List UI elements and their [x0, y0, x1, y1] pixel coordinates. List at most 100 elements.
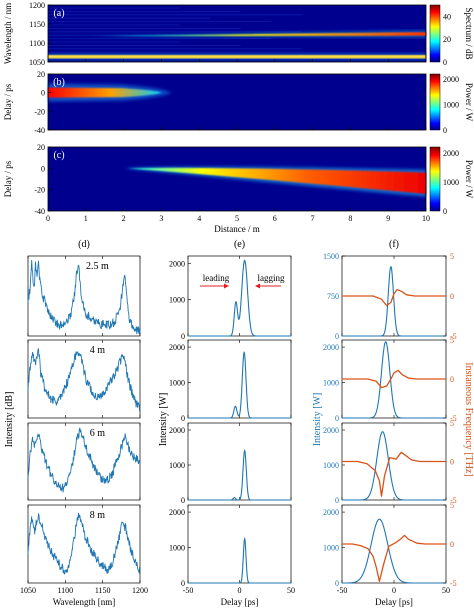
x-tick-label: 50 — [442, 586, 450, 595]
x-tick-label: 0 — [392, 586, 396, 595]
y-tick-label: 1000 — [169, 379, 185, 388]
distance-tick-label: 3 — [159, 214, 163, 223]
intensity-line — [342, 518, 446, 584]
y-tick-label: 2000 — [169, 259, 185, 268]
lineplot-panel: 0 1000 2000 — [169, 422, 292, 505]
y-tick-label: 20 — [37, 70, 45, 79]
frequency-line — [342, 534, 446, 583]
frequency-line — [342, 369, 446, 389]
y-tick-label: 2000 — [169, 426, 185, 435]
y-tick-label: 2000 — [323, 343, 339, 352]
bottom-lineplot-area: 2.5 m 4 m 6 m 8 m 1050 1100 1150 1200 Wavelength… — [4, 239, 474, 607]
frequency-line — [342, 451, 446, 497]
plot-frame — [187, 339, 292, 419]
lineplot-column-3: 07501500-505010002000-505010002000-50501… — [323, 239, 457, 607]
distance-label: 4 m — [90, 345, 106, 356]
stokes-pulse — [127, 167, 426, 194]
panel-tag: (b) — [53, 77, 65, 88]
y-tick-label: 0 — [181, 496, 185, 505]
pump-line — [48, 54, 426, 59]
x-tick-label: 1100 — [57, 586, 73, 595]
y-tick-label: 0 — [181, 579, 185, 588]
y-right-tick-label: -5 — [450, 332, 457, 341]
lagging-annotation: lagging — [258, 273, 285, 283]
y-axis-label: Delay / ps — [3, 160, 13, 197]
y-tick-label: 0 — [335, 414, 339, 423]
panel-tag: (e) — [234, 239, 245, 250]
intensity-line — [188, 259, 291, 337]
colorbar — [429, 73, 441, 131]
lineplot-panel: 0 1000 2000 — [169, 339, 292, 423]
intensity-line — [342, 265, 446, 337]
lineplot-panel: 0 1000 2000 -5 0 5 — [323, 501, 457, 588]
lineplot-panel: 4 m — [27, 339, 141, 419]
y-tick-label: 0 — [181, 414, 185, 423]
colorbar-tick-label: 0 — [443, 207, 447, 216]
y-tick-label: 1000 — [169, 461, 185, 470]
panel-tag: (d) — [78, 239, 90, 250]
lineplot-column-2: 0 1000 2000 leading lagging 0 1000 2000 0 1000 200… — [169, 239, 295, 607]
colorbar-tick-label: 0 — [443, 126, 447, 135]
raman-line — [85, 32, 427, 37]
lineplot-panel: 0 750 1500 -5 0 5 — [323, 252, 457, 341]
y-right-tick-label: 5 — [450, 336, 454, 345]
colorbar-label: Spectrum / dB — [464, 8, 474, 60]
spectrum-line — [27, 426, 141, 493]
intensity-line — [342, 431, 446, 501]
x-tick-label: 1050 — [20, 586, 36, 595]
colorbar-tick-label: 2000 — [443, 75, 459, 84]
y-right-tick-label: 0 — [450, 540, 454, 549]
distance-label: 6 m — [90, 428, 106, 439]
colorbar-tick-label: 2000 — [443, 149, 459, 158]
y-tick-label: -40 — [34, 207, 45, 216]
spectrum-line — [27, 512, 141, 575]
y-tick-label: 1100 — [29, 39, 45, 48]
y-tick-label: 1000 — [323, 379, 339, 388]
distance-label: 2.5 m — [86, 261, 109, 272]
y-tick-label: 1000 — [323, 461, 339, 470]
x-axis-label: Delay [ps] — [221, 597, 259, 607]
x-tick-label: 1200 — [132, 586, 148, 595]
y-right-tick-label: 5 — [450, 501, 454, 510]
colorbar-label: Power / W — [464, 160, 474, 199]
y-right-tick-label: 5 — [450, 419, 454, 428]
distance-tick-label: 0 — [46, 214, 50, 223]
x-tick-label: -50 — [183, 586, 194, 595]
x-axis-label: Wavelength [nm] — [53, 597, 116, 607]
y-tick-label: 20 — [37, 143, 45, 152]
y-tick-label: 2000 — [169, 508, 185, 517]
frequency-line — [342, 288, 446, 307]
y-right-axis-label: Instaneous Frequency [THz] — [463, 362, 474, 476]
distance-tick-label: 8 — [348, 214, 352, 223]
y-tick-label: 750 — [327, 292, 339, 301]
y-tick-label: 1000 — [323, 544, 339, 553]
colorbar-tick-label: 1000 — [443, 178, 459, 187]
y-right-tick-label: -5 — [450, 414, 457, 423]
leading-arrow-head — [224, 283, 229, 289]
plot-frame — [27, 339, 141, 419]
y-tick-label: 1000 — [169, 296, 185, 305]
distance-tick-label: 6 — [273, 214, 277, 223]
y-tick-label: -20 — [34, 107, 45, 116]
distance-label: 8 m — [90, 510, 106, 521]
colorbar-tick-label: 0 — [443, 58, 447, 67]
intensity-line — [342, 341, 446, 419]
heatmap-background — [48, 74, 426, 130]
lineplot-panel: 0 1000 2000 — [169, 504, 292, 588]
y-tick-label: -40 — [34, 126, 45, 135]
distance-axis-label: Distance / m — [214, 224, 260, 234]
plot-frame — [187, 422, 292, 501]
y-axis-label: Wavelength / nm — [3, 3, 13, 64]
colorbar-label: Power / W — [464, 83, 474, 122]
plot-frame — [187, 504, 292, 584]
y-tick-label: -20 — [34, 186, 45, 195]
y-tick-label: 2000 — [323, 426, 339, 435]
lagging-arrow-head — [255, 283, 260, 289]
lineplot-panel: 8 m — [27, 504, 141, 584]
colorbar-tick-label: 1000 — [443, 101, 459, 110]
heatmap-panel-2: -40 -20 0 20 (b) Delay / ps 0 1000 2000 Power / W — [3, 70, 474, 135]
y-right-tick-label: -5 — [450, 496, 457, 505]
y-tick-label: 1150 — [29, 20, 45, 29]
distance-tick-label: 5 — [235, 214, 239, 223]
